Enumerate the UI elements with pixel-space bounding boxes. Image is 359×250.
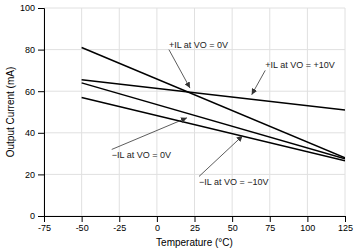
- grid-line-y: [44, 132, 345, 133]
- grid-line-y: [44, 8, 345, 9]
- tick-mark: [38, 133, 44, 134]
- tick-mark: [307, 216, 308, 222]
- annotation: +IL at VO = +10V: [265, 60, 334, 70]
- grid-line-x: [307, 8, 308, 216]
- tick: 80: [25, 45, 44, 55]
- tick: 25: [190, 216, 200, 233]
- tick-label: 125: [338, 223, 353, 233]
- tick-label: 80: [25, 45, 35, 55]
- line: [82, 97, 345, 160]
- tick-mark: [38, 174, 44, 175]
- tick: -25: [113, 216, 126, 233]
- annotation-arrow: [199, 136, 243, 177]
- annotation-arrow: [169, 50, 190, 88]
- tick-mark: [38, 8, 44, 9]
- tick: -75: [38, 216, 51, 233]
- x-axis: -75 -50 -25 0 25 50 75 100 125: [38, 216, 353, 233]
- tick-mark: [38, 216, 44, 217]
- axis-line: [45, 217, 346, 223]
- tick: 0: [155, 216, 160, 233]
- tick: 60: [25, 87, 44, 97]
- tick-label: 50: [228, 223, 238, 233]
- tick-mark: [157, 216, 158, 222]
- tick-label: -25: [113, 223, 126, 233]
- line: [82, 83, 345, 159]
- annotation: +IL at VO = 0V: [169, 40, 228, 50]
- tick-label: -75: [38, 223, 51, 233]
- grid-line-x: [119, 8, 120, 216]
- grid: [44, 8, 345, 216]
- tick: 125: [338, 216, 353, 233]
- annotation-arrow: [252, 70, 266, 94]
- tick-mark: [270, 216, 271, 222]
- tick-label: 0: [155, 223, 160, 233]
- tick-label: 60: [25, 87, 35, 97]
- tick: 20: [25, 170, 44, 180]
- tick-mark: [119, 216, 120, 222]
- annotation: −IL at VO = 0V: [112, 150, 171, 160]
- tick-label: 75: [265, 223, 275, 233]
- annotations: +IL at VO = 0V +IL at VO = +10V −IL at VO …: [112, 40, 335, 187]
- tick: 40: [25, 128, 44, 138]
- tick-mark: [232, 216, 233, 222]
- grid-line-y: [44, 91, 345, 92]
- tick-label: 0: [30, 211, 35, 221]
- tick-label: -50: [76, 223, 89, 233]
- axis-line: [38, 9, 45, 217]
- plot: -75 -50 -25 0 25 50 75 100 125 0 20 40 60 80 100 +IL at…: [20, 3, 353, 233]
- tick: 75: [265, 216, 275, 233]
- tick-label: 20: [25, 170, 35, 180]
- annotation-arrow: [112, 118, 187, 150]
- tick-mark: [82, 216, 83, 222]
- tick-mark: [38, 50, 44, 51]
- tick-label: 25: [190, 223, 200, 233]
- y-axis-title: Output Current (mA): [5, 67, 16, 158]
- chart: -75 -50 -25 0 25 50 75 100 125 0 20 40 60 80 100 +IL at…: [0, 0, 359, 250]
- lines: [82, 48, 345, 161]
- y-axis: 0 20 40 60 80 100: [20, 3, 45, 221]
- tick-label: 100: [300, 223, 315, 233]
- line: [82, 48, 345, 158]
- tick: 50: [228, 216, 238, 233]
- tick: 100: [20, 3, 44, 13]
- tick: 0: [30, 211, 44, 221]
- grid-line-x: [269, 8, 270, 216]
- grid-line-y: [44, 174, 345, 175]
- tick-mark: [38, 91, 44, 92]
- tick: -50: [76, 216, 89, 233]
- tick-mark: [345, 216, 346, 222]
- grid-line-x: [345, 8, 346, 216]
- tick-label: 40: [25, 128, 35, 138]
- x-axis-title: Temperature (°C): [156, 237, 233, 248]
- grid-line-x: [156, 8, 157, 216]
- tick: 100: [300, 216, 315, 233]
- tick-label: 100: [20, 3, 35, 13]
- grid-line-x: [81, 8, 82, 216]
- tick-mark: [195, 216, 196, 222]
- annotation: −IL at VO = −10V: [199, 177, 268, 187]
